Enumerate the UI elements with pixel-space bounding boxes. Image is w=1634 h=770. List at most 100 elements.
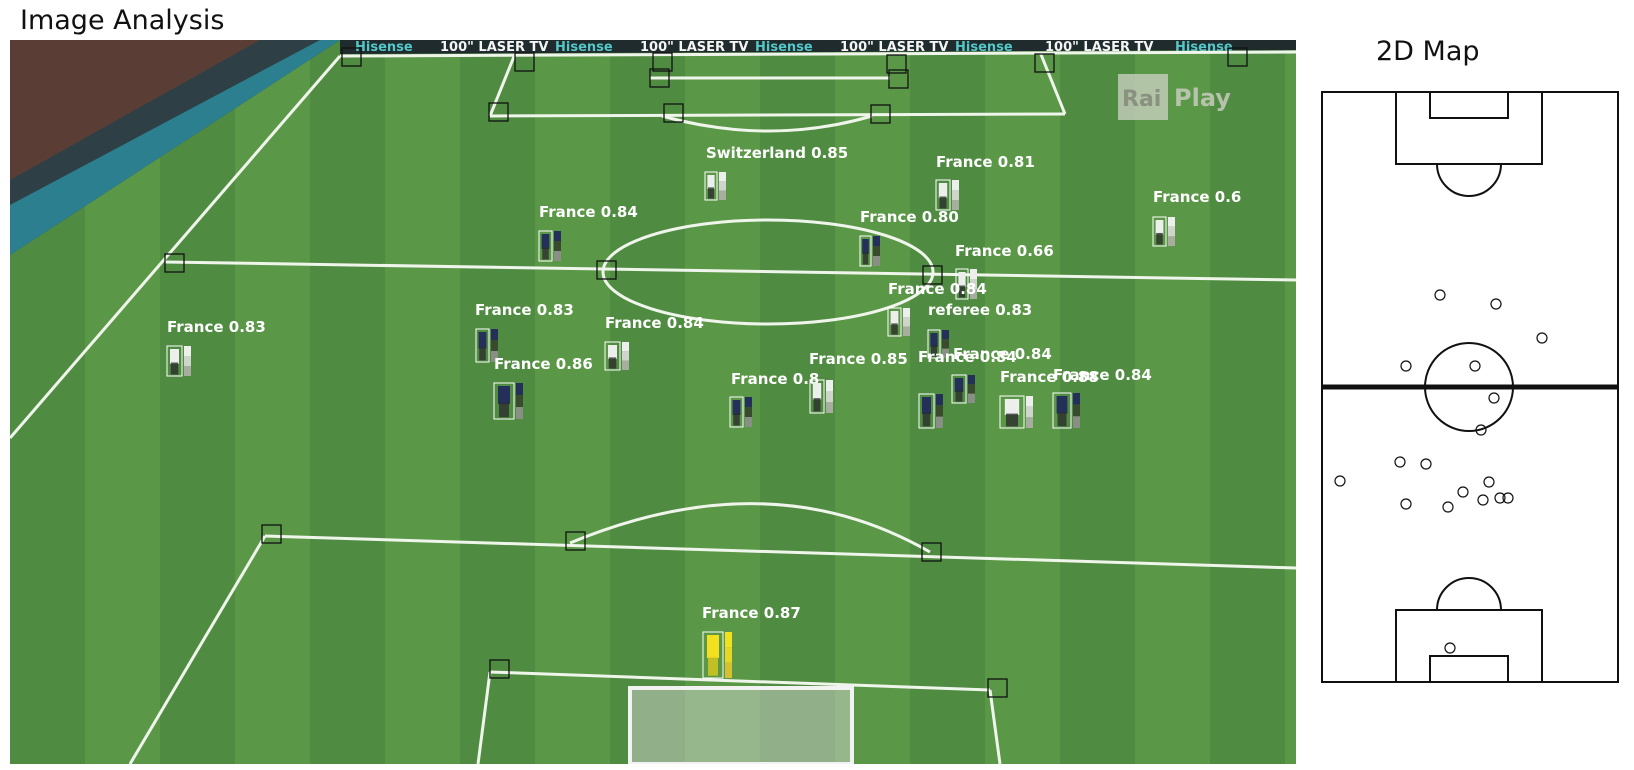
player-figure	[707, 635, 719, 658]
map-goal-box-top	[1429, 91, 1509, 119]
board-text: 100" LASER TV	[440, 40, 549, 55]
player-detection[interactable]: France 0.84	[887, 280, 987, 337]
player-legs	[931, 345, 937, 357]
image-analysis-frame: Hisense 100" LASER TV Hisense 100" LASER TV…	[10, 40, 1296, 764]
detection-box	[809, 379, 825, 414]
player-detection[interactable]: France 0.88	[999, 368, 1099, 429]
player-detection[interactable]: France 0.66	[955, 242, 1054, 300]
color-swatch	[491, 340, 498, 351]
color-swatch	[745, 407, 752, 417]
map-penalty-box-bottom	[1395, 609, 1543, 683]
player-detection[interactable]: Switzerland 0.85	[704, 144, 848, 201]
map-player-dot	[1442, 501, 1454, 513]
board-text: Hisense	[555, 40, 613, 55]
player-legs	[1057, 412, 1067, 427]
detection-box	[935, 179, 951, 211]
player-legs	[862, 252, 869, 265]
detection-box	[704, 171, 718, 201]
detection-label: France 0.84	[953, 345, 1052, 363]
player-detection[interactable]: France 0.80	[859, 208, 959, 267]
detection-box	[918, 393, 935, 429]
map-player-dot	[1536, 332, 1548, 344]
map-player-dot	[1494, 492, 1506, 504]
color-swatch	[942, 330, 949, 340]
color-swatch	[184, 346, 191, 356]
color-swatch	[826, 380, 833, 391]
player-legs	[813, 398, 821, 412]
player-detection[interactable]: France 0.8	[729, 370, 819, 428]
svg-text:Play: Play	[1174, 84, 1231, 112]
player-figure	[890, 311, 899, 325]
player-figure	[954, 378, 964, 392]
player-detection[interactable]: France 0.84	[538, 203, 638, 262]
player-detection[interactable]: France 0.83	[166, 318, 266, 377]
color-swatch	[491, 351, 498, 362]
map-player-dot	[1490, 298, 1502, 310]
detection-box	[538, 230, 553, 262]
player-detection[interactable]: France 0.84	[951, 345, 1052, 404]
player-legs	[499, 402, 509, 418]
advertising-boards: Hisense 100" LASER TV Hisense 100" LASER TV…	[340, 40, 1296, 55]
map-player-dot	[1400, 498, 1412, 510]
color-swatch	[1168, 236, 1175, 246]
map-player-dot	[1444, 642, 1456, 654]
board-text: 100" LASER TV	[640, 40, 749, 55]
keypoint-marker	[921, 542, 942, 562]
color-swatch	[622, 351, 629, 361]
detection-label: France 0.66	[955, 242, 1054, 260]
map-penalty-box-top	[1395, 91, 1543, 165]
color-swatch	[184, 356, 191, 366]
keypoint-marker	[261, 524, 282, 544]
player-detection[interactable]: France 0.84	[1052, 366, 1152, 429]
detection-box	[493, 382, 515, 420]
player-figure	[541, 234, 550, 249]
keypoint-marker	[565, 531, 586, 551]
color-swatch	[1168, 226, 1175, 237]
player-legs	[170, 362, 179, 375]
player-figure	[732, 400, 741, 415]
color-swatch	[970, 269, 977, 279]
detection-label: France 0.80	[860, 208, 959, 226]
keypoint-marker	[1034, 53, 1055, 73]
player-figure	[170, 349, 179, 364]
board-text: Hisense	[755, 40, 813, 55]
player-detection[interactable]: France 0.85	[809, 350, 908, 414]
color-swatch	[968, 393, 975, 403]
color-swatch	[725, 647, 732, 663]
player-detection[interactable]: France 0.86	[493, 355, 593, 420]
player-legs	[708, 657, 718, 676]
player-detection[interactable]: France 0.84	[604, 314, 704, 371]
player-detection[interactable]: referee 0.83	[927, 301, 1032, 359]
color-swatch	[516, 395, 523, 407]
detection-label: France 0.83	[167, 318, 266, 336]
detection-box	[999, 395, 1025, 429]
color-swatch	[516, 383, 523, 395]
player-detection[interactable]: France 0.81	[935, 153, 1035, 211]
detection-label: France 0.84	[1053, 366, 1152, 384]
detection-label: France 0.84	[918, 348, 1017, 366]
detection-box	[1152, 216, 1167, 247]
player-figure	[958, 272, 966, 287]
player-detection[interactable]: France 0.87	[702, 604, 801, 679]
detection-label: France 0.83	[475, 301, 574, 319]
color-swatch	[1026, 417, 1033, 428]
map-player-dot	[1488, 392, 1500, 404]
keypoint-marker	[489, 659, 510, 679]
detection-label: France 0.84	[605, 314, 704, 332]
player-legs	[1156, 232, 1163, 245]
goal-net	[628, 686, 854, 764]
keypoint-marker	[164, 253, 185, 273]
player-detection[interactable]: France 0.6	[1152, 188, 1241, 247]
player-legs	[1006, 413, 1018, 427]
color-swatch	[1026, 406, 1033, 418]
detection-label: France 0.84	[539, 203, 638, 221]
color-swatch	[1073, 393, 1080, 405]
keypoint-marker	[888, 69, 909, 89]
player-detection[interactable]: France 0.83	[475, 301, 574, 363]
color-swatch	[184, 366, 191, 376]
player-figure	[930, 333, 938, 347]
player-detection[interactable]: France 0.84	[918, 348, 1017, 429]
color-swatch	[903, 308, 910, 318]
board-text: Hisense	[355, 40, 413, 55]
